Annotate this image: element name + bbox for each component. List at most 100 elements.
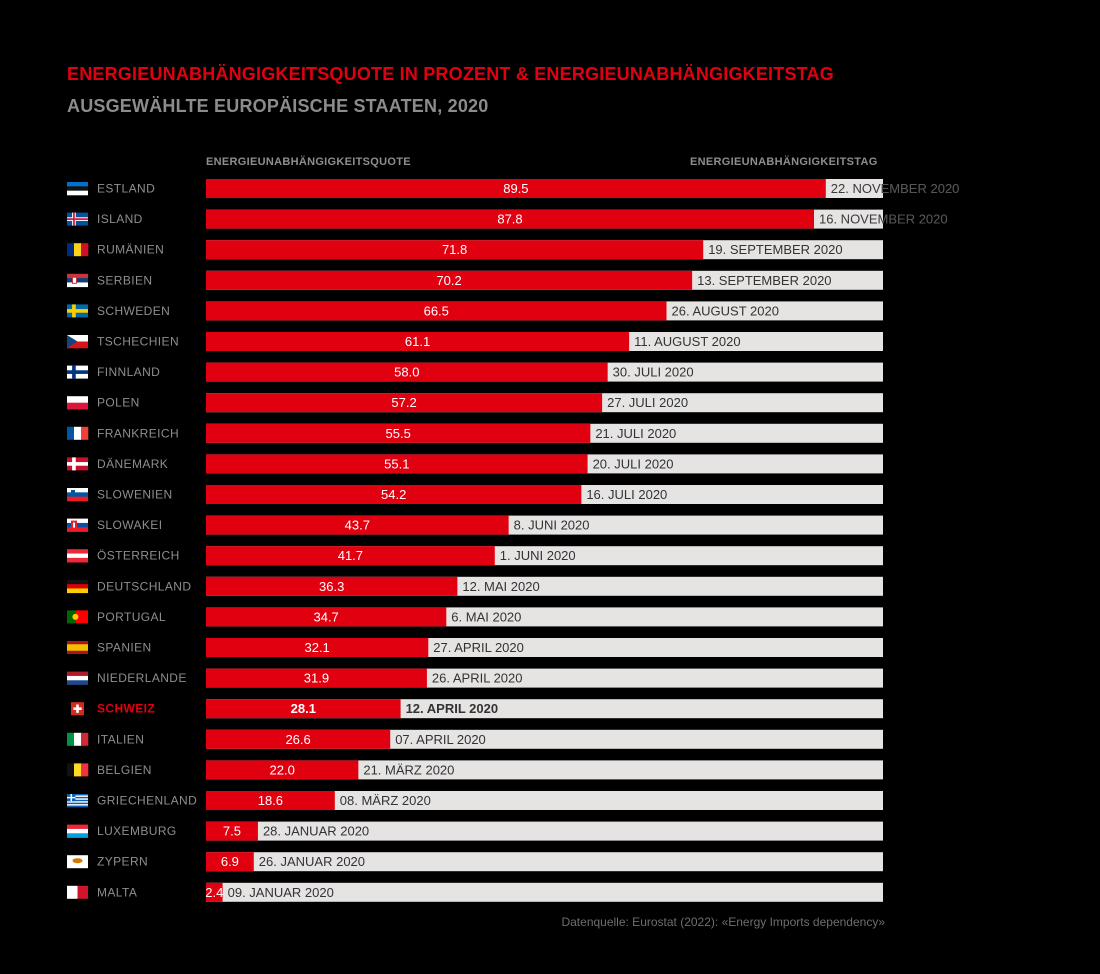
switzerland-flag-icon [71, 702, 84, 716]
country-label: SLOWAKEI [97, 518, 162, 532]
bar-value [206, 668, 427, 688]
chart-row: POLEN 57.2 27. JULI 2020 [67, 393, 883, 413]
bar-value-label: 89.5 [503, 181, 528, 196]
bar-track [206, 760, 883, 780]
bar-value-label: 31.9 [304, 671, 329, 686]
belgium-flag-icon [67, 763, 89, 777]
date-label-overflow: 22. NOVEMBER 2020 [831, 181, 960, 196]
country-label: PORTUGAL [97, 610, 166, 624]
bar-value-label: 22.0 [270, 762, 295, 777]
bar-value [206, 821, 258, 841]
country-label: ESTLAND [97, 182, 155, 196]
chart-row: SCHWEIZ 28.1 12. APRIL 2020 [71, 699, 883, 719]
bar-value [206, 362, 608, 382]
date-label: 16. JULI 2020 [586, 487, 667, 502]
chart-row: ITALIEN 26.6 07. APRIL 2020 [67, 729, 883, 749]
bar-value-label: 58.0 [394, 365, 419, 380]
bar-value-label: 34.7 [313, 609, 338, 624]
bar-value [206, 393, 603, 413]
country-label: LUXEMBURG [97, 824, 177, 838]
slovenia-flag-icon [67, 488, 88, 502]
date-label: 07. APRIL 2020 [395, 732, 486, 747]
bar-value [206, 209, 815, 229]
date-label: 27. JULI 2020 [607, 395, 688, 410]
date-label: 22. NOVEMBER 2020 [831, 181, 960, 196]
chart-row: ZYPERN 6.9 26. JANUAR 2020 [67, 852, 883, 872]
chart-row: ISLAND 87.8 16. NOVEMBER 2020 [67, 209, 948, 229]
bar-value [206, 454, 588, 474]
country-label: SERBIEN [97, 273, 152, 287]
serbia-flag-icon [67, 273, 88, 288]
date-label: 8. JUNI 2020 [514, 518, 590, 533]
date-label: 09. JANUAR 2020 [228, 885, 334, 900]
chart-row: SCHWEDEN 66.5 26. AUGUST 2020 [67, 301, 883, 321]
country-label: ISLAND [97, 212, 143, 226]
country-label: RUMÄNIEN [97, 243, 164, 257]
chart-row: PORTUGAL 34.7 6. MAI 2020 [67, 607, 883, 627]
date-label-overflow: 16. NOVEMBER 2020 [819, 212, 948, 227]
bar-value-label: 61.1 [405, 334, 430, 349]
bar-value [206, 179, 826, 198]
italy-flag-icon [67, 732, 89, 746]
bar-value [206, 638, 429, 657]
source-note: Datenquelle: Eurostat (2022): «Energy Im… [561, 915, 885, 929]
slovakia-flag-icon [67, 518, 88, 532]
bar-value-label: 36.3 [319, 579, 344, 594]
country-label: ITALIEN [97, 732, 144, 746]
chart-row: SLOWENIEN 54.2 16. JULI 2020 [67, 485, 883, 504]
column-header-day: ENERGIEUNABHÄNGIGKEITSTAG [690, 156, 878, 168]
bar-value-label: 71.8 [442, 242, 467, 257]
country-label: SPANIEN [97, 641, 152, 655]
chart-row: DÄNEMARK 55.1 20. JULI 2020 [67, 454, 883, 474]
bar-value-label: 32.1 [304, 640, 329, 655]
denmark-flag-icon [67, 457, 88, 471]
chart-row: BELGIEN 22.0 21. MÄRZ 2020 [67, 760, 883, 780]
chart-row: MALTA 2.4 09. JANUAR 2020 [67, 882, 883, 902]
chart-title: ENERGIEUNABHÄNGIGKEITSQUOTE IN PROZENT &… [67, 64, 834, 84]
poland-flag-icon [67, 396, 88, 410]
chart-row: SPANIEN 32.1 27. APRIL 2020 [67, 638, 883, 657]
date-label: 27. APRIL 2020 [433, 640, 524, 655]
date-label: 1. JUNI 2020 [500, 548, 576, 563]
bar-track [206, 821, 883, 841]
romania-flag-icon [67, 243, 89, 257]
malta-flag-icon [67, 885, 88, 899]
date-label: 26. AUGUST 2020 [672, 303, 779, 318]
country-label: TSCHECHIEN [97, 335, 179, 349]
chart-row: NIEDERLANDE 31.9 26. APRIL 2020 [67, 668, 883, 688]
bar-value-label: 66.5 [424, 303, 449, 318]
bar-value-label: 26.6 [285, 732, 310, 747]
bar-value [206, 760, 359, 780]
country-label: DEUTSCHLAND [97, 579, 191, 593]
date-label: 13. SEPTEMBER 2020 [697, 273, 831, 288]
bar-value-label: 7.5 [223, 824, 241, 839]
country-label: ZYPERN [97, 855, 148, 869]
estonia-flag-icon [67, 182, 88, 196]
france-flag-icon [67, 426, 89, 440]
germany-flag-icon [67, 579, 88, 594]
chart-subtitle: AUSGEWÄHLTE EUROPÄISCHE STAATEN, 2020 [67, 96, 489, 116]
bar-value-label: 2.4 [205, 885, 223, 900]
country-label: GRIECHENLAND [97, 794, 197, 808]
chart-row: FINNLAND 58.0 30. JULI 2020 [67, 362, 883, 382]
country-label: MALTA [97, 885, 137, 899]
bar-value-label: 70.2 [436, 273, 461, 288]
iceland-flag-icon [67, 212, 88, 226]
date-label: 6. MAI 2020 [451, 609, 521, 624]
bar-value-label: 54.2 [381, 487, 406, 502]
country-label: FINNLAND [97, 365, 160, 379]
bar-value [206, 699, 401, 719]
column-header-quote: ENERGIEUNABHÄNGIGKEITSQUOTE [206, 156, 411, 168]
bar-value-label: 57.2 [391, 395, 416, 410]
greece-flag-icon [67, 794, 88, 808]
country-label: SLOWENIEN [97, 488, 173, 502]
date-label: 28. JANUAR 2020 [263, 824, 369, 839]
bar-value [206, 301, 667, 321]
country-label: FRANKREICH [97, 426, 179, 440]
country-label: DÄNEMARK [97, 457, 168, 471]
netherlands-flag-icon [67, 671, 88, 685]
date-label: 12. APRIL 2020 [406, 701, 499, 716]
bar-value [206, 576, 458, 596]
